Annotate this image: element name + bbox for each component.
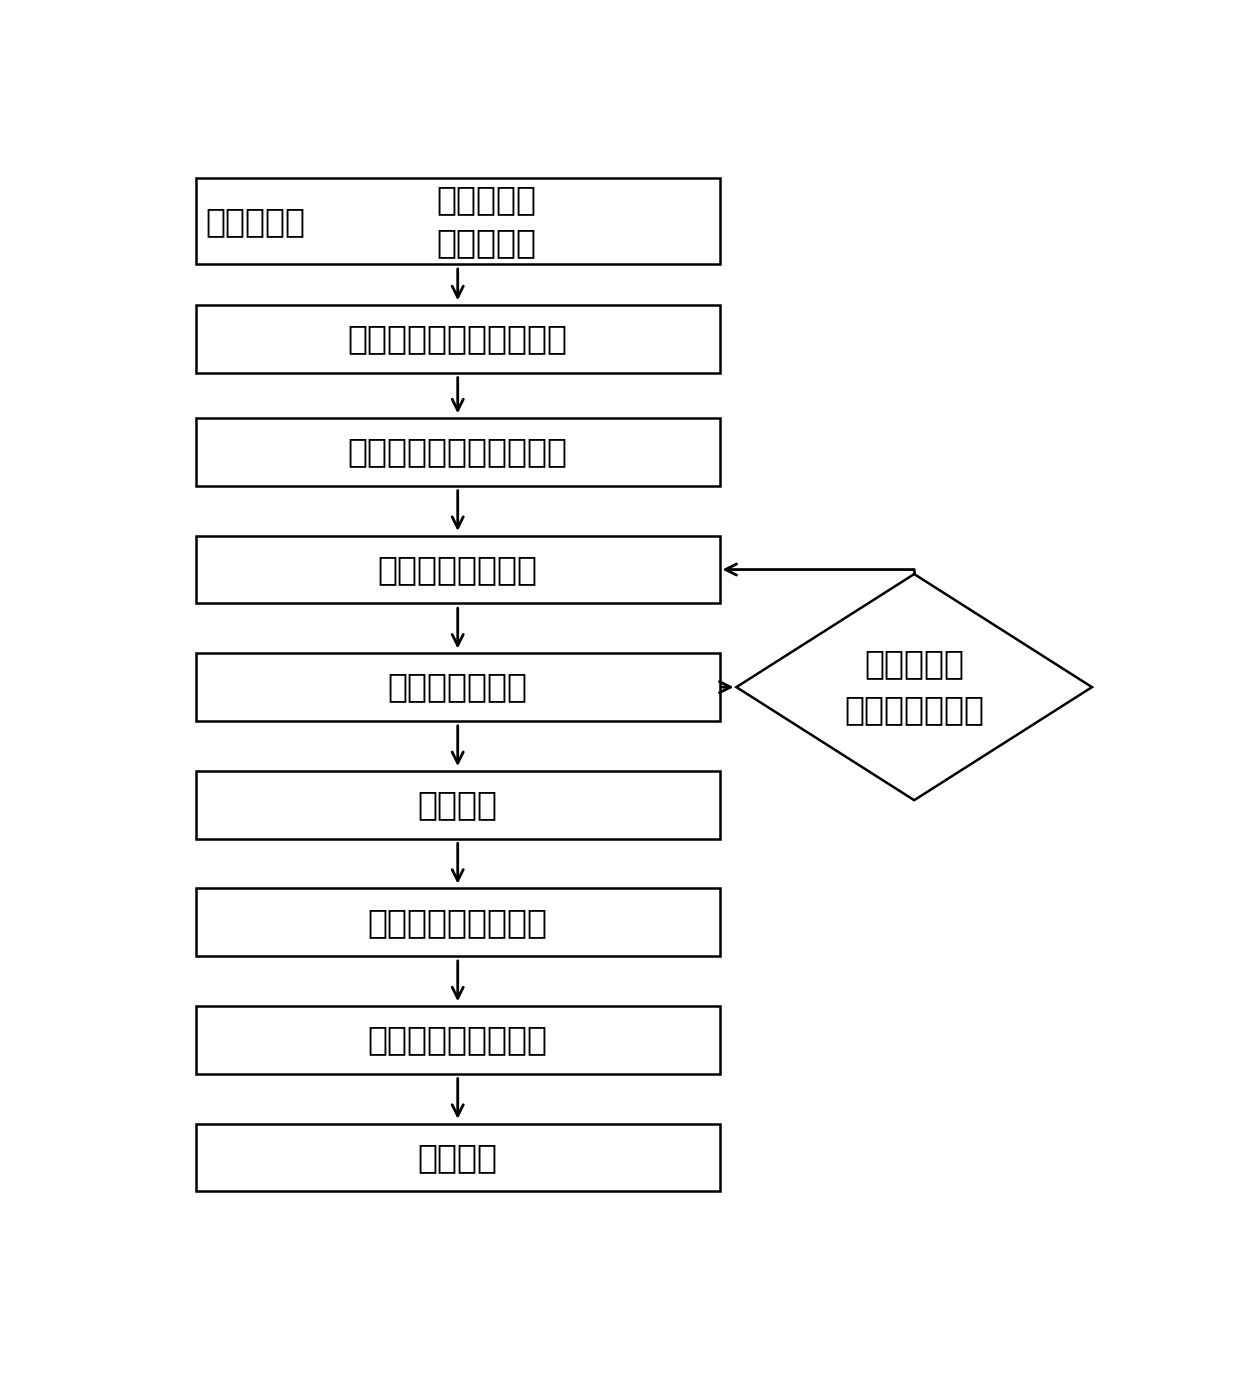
Text: 原硬质护坡: 原硬质护坡 (206, 205, 305, 238)
Text: 铺设营养土及种植土: 铺设营养土及种植土 (368, 906, 548, 938)
Bar (196, 418, 719, 486)
Text: 逐层插捣成型造孔: 逐层插捣成型造孔 (378, 553, 538, 586)
Bar (196, 653, 719, 721)
Text: 保湿养护: 保湿养护 (418, 788, 497, 821)
Text: 搅拌制作生态绿化混凝土: 搅拌制作生态绿化混凝土 (347, 323, 568, 355)
Bar (196, 1006, 719, 1073)
Bar (196, 771, 719, 838)
Text: 浇筑下一层
生态绿化混凝土: 浇筑下一层 生态绿化混凝土 (844, 647, 985, 727)
Bar (196, 1123, 719, 1192)
Text: 播撒草种或铺设草皮: 播撒草种或铺设草皮 (368, 1023, 548, 1057)
Bar (196, 305, 719, 373)
Text: 分层浇筑生态绿化混凝土: 分层浇筑生态绿化混凝土 (347, 436, 568, 469)
Bar (196, 178, 719, 264)
Bar (196, 536, 719, 604)
Text: 植被养护: 植被养护 (418, 1141, 497, 1173)
Polygon shape (737, 574, 1092, 800)
Text: 层层填充基质球: 层层填充基质球 (388, 671, 528, 703)
Bar (196, 888, 719, 956)
Text: 破损面清除
完整面打孔: 破损面清除 完整面打孔 (436, 184, 537, 259)
